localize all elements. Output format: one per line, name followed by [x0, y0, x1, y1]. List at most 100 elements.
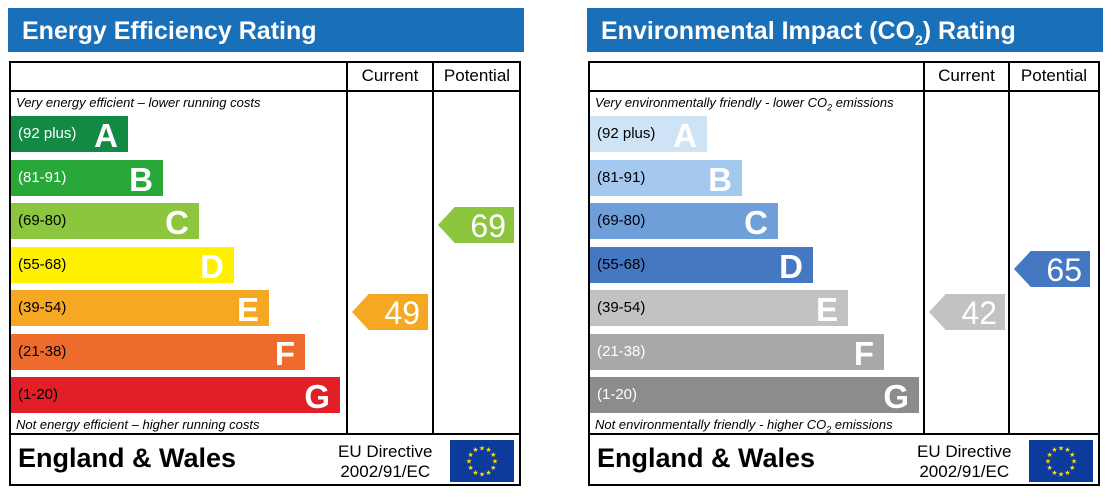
svg-text:★: ★: [1047, 464, 1053, 472]
svg-text:★: ★: [472, 469, 478, 477]
band-f: (21-38) F: [11, 333, 305, 372]
svg-text:★: ★: [468, 451, 474, 459]
band-letter: F: [274, 334, 295, 372]
svg-text:★: ★: [485, 469, 491, 477]
directive-line2: 2002/91/EC: [340, 462, 431, 481]
svg-text:★: ★: [1069, 451, 1075, 459]
band-range: (21-38): [18, 342, 67, 360]
band-range: (1-20): [597, 386, 638, 403]
band-range: (21-38): [597, 342, 646, 360]
eu-directive: EU Directive 2002/91/EC: [338, 442, 432, 482]
svg-text:★: ★: [1051, 469, 1057, 477]
band-letter: B: [708, 160, 732, 198]
band-letter: E: [236, 291, 259, 328]
eu-flag-icon: ★ ★ ★ ★ ★ ★ ★ ★ ★ ★ ★ ★: [1029, 440, 1093, 482]
svg-text:★: ★: [1069, 464, 1075, 472]
environmental-impact-panel: Environmental Impact (CO2) Rating Curren…: [587, 0, 1103, 502]
band-letter: B: [129, 160, 153, 198]
band-range: (55-68): [18, 255, 67, 273]
bottom-note: Not energy efficient – higher running co…: [16, 417, 260, 432]
region-label: England & Wales: [597, 443, 816, 473]
band-range: (81-91): [597, 168, 646, 186]
svg-text:★: ★: [485, 446, 491, 454]
directive-line1: EU Directive: [338, 442, 433, 461]
band-d: (55-68) D: [11, 246, 234, 285]
svg-text:★: ★: [468, 464, 474, 472]
divider: [1008, 61, 1010, 435]
svg-text:★: ★: [1064, 469, 1070, 477]
band-range: (81-91): [18, 168, 67, 186]
svg-text:★: ★: [466, 458, 472, 466]
current-rating-arrow: 49: [352, 294, 428, 330]
band-g: (1-20) G: [590, 377, 919, 415]
band-a: (92 plus) A: [11, 116, 128, 154]
svg-text:★: ★: [1047, 451, 1053, 459]
divider: [9, 433, 521, 435]
svg-text:★: ★: [479, 471, 485, 479]
bottom-note: Not environmentally friendly - higher CO…: [595, 417, 893, 435]
svg-text:★: ★: [1058, 471, 1064, 479]
band-letter: E: [815, 291, 838, 328]
band-range: (92 plus): [18, 125, 77, 142]
divider: [1098, 61, 1100, 435]
band-b: (81-91) B: [590, 159, 742, 198]
directive-line1: EU Directive: [917, 442, 1012, 461]
eu-directive: EU Directive 2002/91/EC: [917, 442, 1011, 482]
band-e: (39-54) E: [11, 290, 269, 328]
svg-text:★: ★: [472, 446, 478, 454]
band-letter: C: [744, 204, 768, 241]
divider: [519, 61, 521, 435]
band-g: (1-20) G: [11, 377, 340, 415]
energy-efficiency-panel: Energy Efficiency Rating Current Potenti…: [8, 0, 524, 502]
current-rating-arrow: 42: [929, 294, 1005, 330]
band-a: (92 plus) A: [590, 116, 707, 154]
band-letter: F: [853, 334, 874, 372]
potential-rating-value: 65: [1046, 252, 1082, 288]
band-c: (69-80) C: [590, 203, 778, 241]
divider: [923, 61, 925, 435]
svg-text:★: ★: [1058, 445, 1064, 453]
band-letter: G: [304, 378, 330, 415]
svg-text:★: ★: [492, 458, 498, 466]
band-letter: D: [200, 247, 224, 285]
svg-text:★: ★: [1064, 446, 1070, 454]
band-c: (69-80) C: [11, 203, 199, 241]
band-letter: A: [673, 117, 697, 154]
current-rating-value: 49: [384, 295, 420, 331]
svg-text:★: ★: [490, 464, 496, 472]
column-header-potential: Potential: [443, 66, 511, 85]
chart-title: Energy Efficiency Rating: [22, 17, 317, 45]
chart-title: Environmental Impact (CO2) Rating: [601, 17, 1016, 48]
svg-text:★: ★: [1051, 446, 1057, 454]
column-header-current: Current: [361, 66, 419, 85]
svg-text:★: ★: [479, 445, 485, 453]
band-letter: G: [883, 378, 909, 415]
band-range: (1-20): [18, 386, 59, 403]
band-e: (39-54) E: [590, 290, 848, 328]
potential-rating-arrow: 69: [438, 207, 514, 243]
top-note: Very environmentally friendly - lower CO…: [595, 95, 894, 113]
column-header-potential: Potential: [1020, 66, 1088, 85]
column-header-current: Current: [938, 66, 995, 85]
divider: [588, 90, 1100, 92]
band-letter: A: [94, 117, 118, 154]
current-rating-value: 42: [961, 295, 997, 331]
top-note: Very energy efficient – lower running co…: [16, 95, 261, 110]
divider: [588, 433, 1100, 435]
svg-text:★: ★: [1071, 458, 1077, 466]
band-range: (69-80): [597, 212, 646, 229]
divider: [9, 90, 521, 92]
divider: [432, 61, 434, 435]
band-d: (55-68) D: [590, 246, 813, 285]
title-bar: Energy Efficiency Rating: [8, 8, 524, 52]
band-range: (39-54): [18, 299, 67, 316]
band-b: (81-91) B: [11, 159, 163, 198]
title-bar: Environmental Impact (CO2) Rating: [587, 8, 1103, 52]
divider: [346, 61, 348, 435]
band-letter: D: [779, 247, 803, 285]
potential-rating-arrow: 65: [1014, 251, 1090, 287]
svg-text:★: ★: [490, 451, 496, 459]
band-f: (21-38) F: [590, 333, 884, 372]
region-label: England & Wales: [18, 443, 237, 473]
directive-line2: 2002/91/EC: [919, 462, 1010, 481]
